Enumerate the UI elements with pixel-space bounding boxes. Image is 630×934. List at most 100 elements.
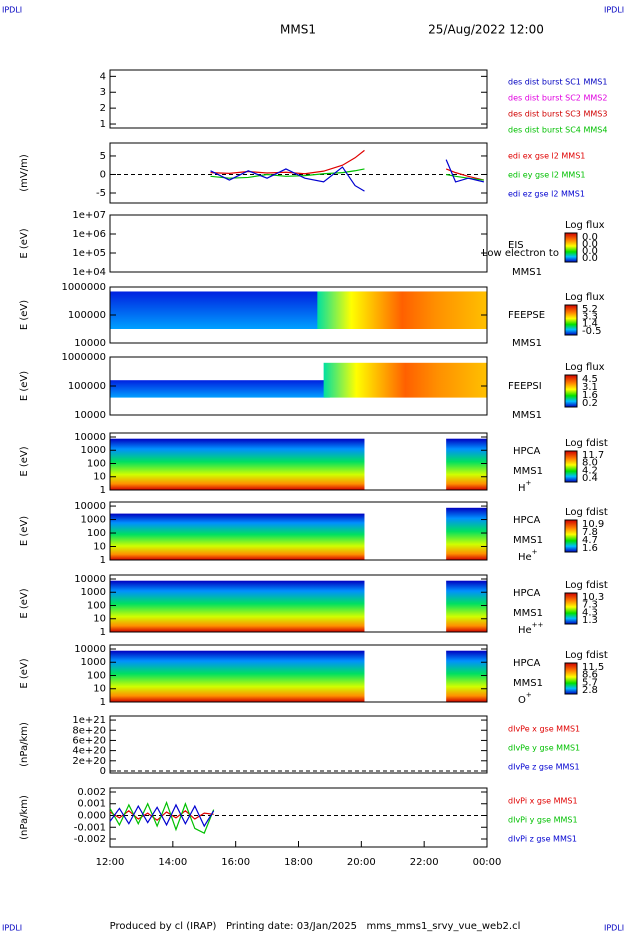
plot-frame	[109, 715, 488, 774]
y-tick-label: 1000000	[61, 282, 106, 293]
legend-entry: dIvPe z gse MMS1	[508, 763, 580, 772]
colorbar-tick-label: 7.8	[582, 527, 598, 538]
colorbar-tick-label: 8.0	[582, 458, 598, 469]
colorbar-title: Log flux	[565, 220, 605, 231]
colorbar-tick-label: 0.4	[582, 473, 598, 484]
series-line	[210, 149, 484, 181]
x-tick-label: 14:00	[158, 857, 187, 868]
x-tick-label: 00:00	[473, 857, 502, 868]
y-tick-label: 5	[100, 151, 106, 162]
y-tick-label: 0.001	[77, 799, 106, 810]
legend-entry: dIvPi z gse MMS1	[508, 835, 577, 844]
charge: +	[526, 479, 532, 487]
y-axis-label: E (eV)	[19, 516, 30, 546]
spectrogram-fill	[446, 438, 487, 490]
series-line	[210, 159, 484, 192]
colorbar-tick-label: 4.5	[582, 374, 598, 385]
x-tick-label: 18:00	[284, 857, 313, 868]
species: He	[518, 552, 532, 563]
colorbar-tick-label: 2.8	[582, 685, 598, 696]
y-tick-label: 10000	[74, 501, 106, 512]
x-tick-label: 22:00	[410, 857, 439, 868]
y-tick-label: 1e+06	[72, 229, 106, 240]
y-axis-label: E (eV)	[19, 371, 30, 401]
colorbar-tick-label: 1.6	[582, 543, 598, 554]
species: O	[518, 695, 526, 706]
y-tick-label: 1e+05	[72, 248, 106, 259]
instrument-label: HPCA	[513, 446, 541, 457]
y-axis-label: E (eV)	[19, 446, 30, 476]
charge: +	[532, 548, 538, 556]
colorbar-title: Log flux	[565, 362, 605, 373]
y-tick-label: 10000	[74, 338, 106, 349]
colorbar	[564, 519, 578, 553]
y-tick-label: 0.002	[77, 787, 106, 798]
y-tick-label: 1	[100, 119, 106, 130]
colorbar-title: Log fdist	[565, 507, 608, 518]
species: H	[518, 483, 526, 494]
y-tick-label: 100	[87, 528, 106, 539]
y-tick-label: 2	[100, 103, 106, 114]
plot-frame	[109, 432, 488, 491]
y-tick-label: 10000	[74, 432, 106, 443]
instrument-label: HPCA	[513, 658, 541, 669]
y-tick-label: 10	[93, 542, 106, 553]
colorbar-tick-label: 10.9	[582, 519, 604, 530]
spacecraft: MMS1	[280, 23, 316, 37]
y-axis-label: (nPa/km)	[19, 722, 30, 767]
y-tick-label: 100000	[68, 381, 106, 392]
colorbar-tick-label: 4.7	[582, 535, 598, 546]
colorbar-tick-label: 0.2	[582, 398, 598, 409]
colorbar-tick-label: 3.3	[582, 311, 598, 322]
x-tick-label: 20:00	[347, 857, 376, 868]
colorbar-title: Log fdist	[565, 438, 608, 449]
y-tick-label: 8e+20	[72, 725, 106, 736]
colorbar	[564, 304, 578, 336]
colorbar-tick-label: 4.2	[582, 465, 598, 476]
y-tick-label: 1e+21	[72, 715, 106, 726]
legend-entry: dIvPi x gse MMS1	[508, 797, 578, 806]
y-tick-label: 100	[87, 670, 106, 681]
y-tick-label: -5	[96, 188, 106, 199]
spectrogram-fill	[323, 362, 487, 398]
species-label: O+	[518, 691, 532, 706]
y-tick-label: 10000	[74, 574, 106, 585]
spectrogram-fill	[317, 291, 487, 329]
colorbar	[564, 662, 578, 695]
colorbar-tick-label: 0.0	[582, 232, 598, 243]
y-tick-label: 6e+20	[72, 735, 106, 746]
colorbar-tick-label: 5.7	[582, 677, 598, 688]
series-line	[109, 803, 215, 828]
spacecraft-label: MMS1	[513, 535, 543, 546]
charge: ++	[532, 621, 544, 629]
y-axis-label: E (eV)	[19, 300, 30, 330]
plot-frame	[109, 142, 488, 204]
y-tick-label: 4	[100, 71, 106, 82]
colorbar	[564, 232, 578, 263]
instrument-label: EIS	[508, 240, 524, 251]
legend-entry: des dist burst SC2 MMS2	[508, 94, 607, 103]
y-tick-label: 1000	[81, 515, 106, 526]
y-tick-label: 1000	[81, 657, 106, 668]
y-tick-label: 1e+04	[72, 267, 106, 278]
plot-frame	[109, 501, 488, 561]
species-label: He+	[518, 548, 538, 563]
instrument-label: FEEPSI	[508, 381, 542, 392]
species-label: H+	[518, 479, 532, 494]
y-tick-label: 10000	[74, 644, 106, 655]
spacecraft-label: MMS1	[512, 410, 542, 421]
y-tick-label: -0.002	[74, 834, 106, 845]
colorbar-tick-label: 11.5	[582, 662, 604, 673]
y-tick-label: 1	[100, 555, 106, 566]
plot-frame	[109, 214, 488, 273]
y-tick-label: 1000	[81, 445, 106, 456]
y-axis-label: (mV/m)	[19, 154, 30, 192]
spacecraft-label: MMS1	[513, 678, 543, 689]
plot-frame	[109, 574, 488, 633]
colorbar	[564, 374, 578, 408]
plot-frame	[109, 644, 488, 703]
y-tick-label: 0	[100, 169, 106, 180]
x-tick-label: 12:00	[96, 857, 125, 868]
y-axis-label: E (eV)	[19, 588, 30, 618]
